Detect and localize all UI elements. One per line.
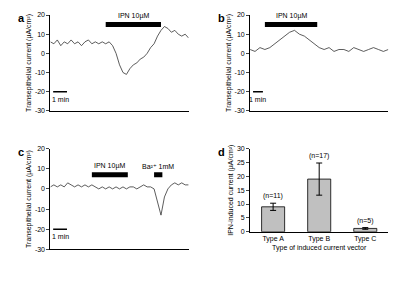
svg-text:d: d xyxy=(218,146,225,158)
svg-text:0: 0 xyxy=(241,50,245,57)
svg-text:20: 20 xyxy=(37,11,45,18)
svg-text:IPN-induced current (µA/cm²): IPN-induced current (µA/cm²) xyxy=(227,145,235,236)
svg-text:Type B: Type B xyxy=(308,235,330,243)
svg-text:15: 15 xyxy=(237,187,245,194)
svg-text:IPN 10µM: IPN 10µM xyxy=(118,12,149,20)
svg-text:25: 25 xyxy=(237,159,245,166)
svg-text:(n=11): (n=11) xyxy=(263,192,283,200)
svg-text:1 min: 1 min xyxy=(52,96,69,103)
svg-text:1 min: 1 min xyxy=(52,233,69,240)
svg-text:20: 20 xyxy=(237,11,245,18)
svg-text:Transepithelial current (µA/cm: Transepithelial current (µA/cm²) xyxy=(25,150,33,248)
svg-text:-30: -30 xyxy=(35,107,45,114)
svg-text:IPN 10µM: IPN 10µM xyxy=(276,12,307,20)
svg-text:Type of induced current vector: Type of induced current vector xyxy=(272,244,367,252)
svg-text:(n=17): (n=17) xyxy=(309,152,329,160)
svg-text:1 min: 1 min xyxy=(249,96,266,103)
svg-text:30: 30 xyxy=(237,145,245,152)
svg-text:-10: -10 xyxy=(35,69,45,76)
svg-text:0: 0 xyxy=(241,228,245,235)
svg-text:5: 5 xyxy=(241,214,245,221)
svg-text:b: b xyxy=(218,12,225,24)
svg-text:10: 10 xyxy=(237,200,245,207)
svg-text:10: 10 xyxy=(37,165,45,172)
svg-text:-10: -10 xyxy=(35,206,45,213)
svg-text:20: 20 xyxy=(37,145,45,152)
svg-text:-20: -20 xyxy=(35,88,45,95)
svg-text:20: 20 xyxy=(237,173,245,180)
svg-text:-20: -20 xyxy=(35,226,45,233)
svg-text:Type C: Type C xyxy=(354,235,376,243)
svg-text:-20: -20 xyxy=(235,88,245,95)
svg-text:-30: -30 xyxy=(235,107,245,114)
svg-text:Transepithelial current (µA/cm: Transepithelial current (µA/cm²) xyxy=(225,14,233,112)
svg-text:Transepithelial current (µA/cm: Transepithelial current (µA/cm²) xyxy=(25,14,33,112)
svg-text:IPN 10µM: IPN 10µM xyxy=(94,162,125,170)
svg-text:(n=5): (n=5) xyxy=(357,217,374,225)
svg-text:c: c xyxy=(18,146,24,158)
svg-text:-30: -30 xyxy=(35,246,45,253)
svg-text:Type A: Type A xyxy=(262,235,284,243)
svg-text:0: 0 xyxy=(41,50,45,57)
svg-text:10: 10 xyxy=(37,31,45,38)
svg-text:0: 0 xyxy=(41,185,45,192)
svg-text:-10: -10 xyxy=(235,69,245,76)
svg-text:a: a xyxy=(18,12,25,24)
svg-text:10: 10 xyxy=(237,31,245,38)
svg-text:Ba²⁺ 1mM: Ba²⁺ 1mM xyxy=(142,163,174,170)
